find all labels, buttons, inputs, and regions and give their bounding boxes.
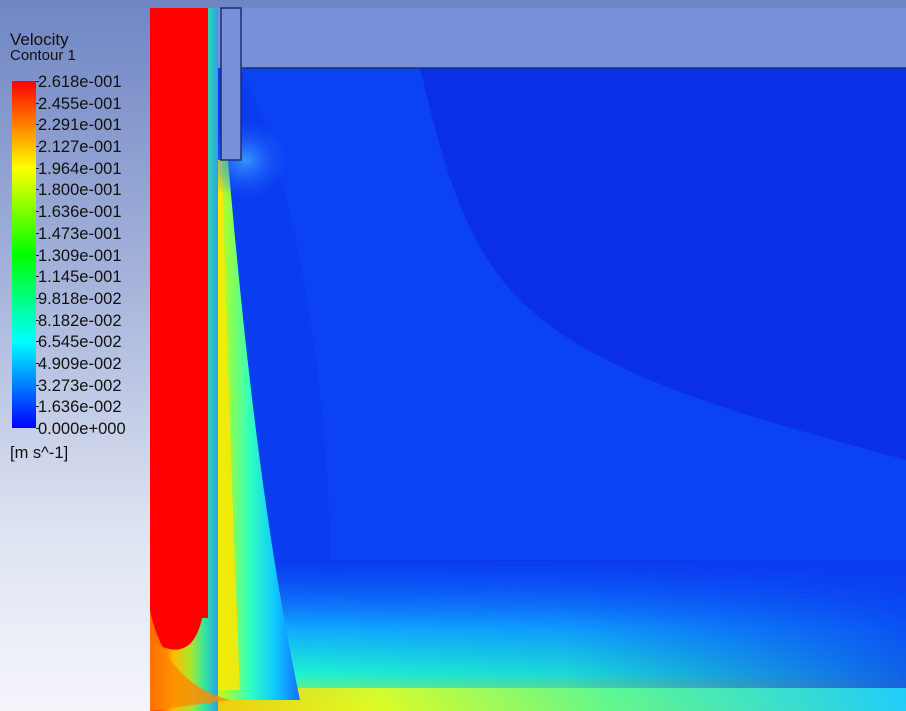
legend-tick-label: 1.473e-001 [38,224,122,243]
legend-tick-label: 9.818e-002 [38,289,122,308]
legend-tick-mark [36,81,39,82]
jet-bottom-curve [150,610,230,711]
legend-tick-mark [36,384,39,386]
mid-field-region [240,68,906,560]
legend-tick-label: 2.127e-001 [38,138,122,157]
legend-tick-label: 2.618e-001 [38,73,122,91]
legend-tick-label: 3.273e-002 [38,376,122,395]
far-field-region [420,68,906,460]
legend-tick-mark [36,406,39,408]
legend-colorbar [12,81,36,428]
legend-tick-mark [36,189,39,191]
inlet-jet-edge [150,8,218,711]
legend-tick-label: 1.964e-001 [38,159,122,178]
legend-tick-mark [36,124,39,126]
legend-tick-label: 4.909e-002 [38,354,122,373]
legend-tick-mark [36,102,39,104]
legend-tick-label: 2.455e-001 [38,94,122,113]
baffle-outline [220,7,242,161]
legend-subtitle: Contour 1 [10,47,76,64]
legend-tick-label: 0.000e+000 [38,420,126,438]
legend-units: [m s^-1] [10,444,69,462]
legend-title: Velocity [10,30,69,49]
legend-tick-mark [36,254,39,256]
legend-tick-mark [36,211,39,213]
top-wall [218,8,906,68]
legend-tick-mark [36,428,39,429]
legend-tick-mark [36,319,39,321]
legend-tick-label: 2.291e-001 [38,116,122,135]
color-legend: Velocity Contour 1 2.618e-001 2.455e-001 2… [10,30,160,462]
legend-tick-label: 1.636e-001 [38,203,122,222]
legend-tick-mark [36,297,39,299]
legend-tick-mark [36,232,39,234]
legend-tick-label: 1.800e-001 [38,181,122,200]
legend-tick-label: 1.309e-001 [38,246,122,265]
baffle [221,8,241,160]
legend-tick-mark [36,276,39,278]
legend-tick-mark [36,167,39,169]
legend-tick-label: 1.145e-001 [38,268,122,287]
inlet-jet-core [150,8,208,618]
legend-tick-label: 1.636e-002 [38,398,122,417]
legend-tick-label: 8.182e-002 [38,311,122,330]
legend-tick-mark [36,146,39,148]
legend-tick-mark [36,341,39,343]
legend-tick-label: 6.545e-002 [38,333,122,352]
legend-tick-mark [36,362,39,364]
floor-band [150,688,906,711]
